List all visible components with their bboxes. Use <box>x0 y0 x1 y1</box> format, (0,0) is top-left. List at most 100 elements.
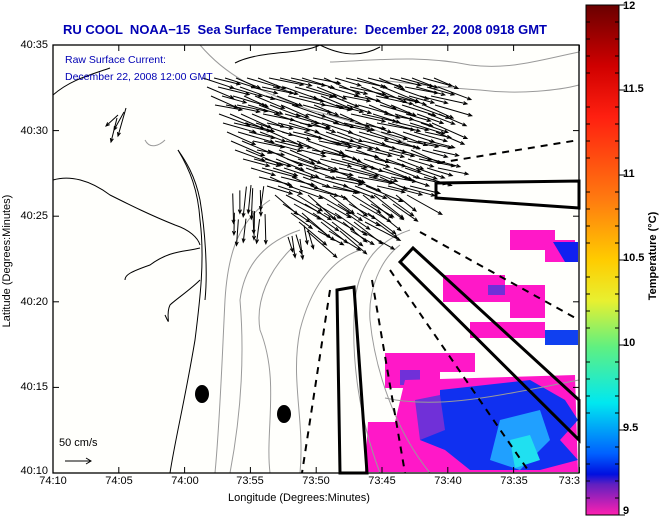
current-vector <box>395 194 417 212</box>
current-vector <box>431 122 469 140</box>
colorbar-label: Temperature (°C) <box>647 211 659 301</box>
current-vector <box>350 230 375 246</box>
scale-arrow-icon <box>65 457 92 465</box>
colorbar-tick-label: 11.5 <box>623 83 644 95</box>
current-vector <box>438 113 468 127</box>
current-vector <box>435 131 466 145</box>
current-vector <box>430 95 469 106</box>
current-vector <box>258 104 284 115</box>
chart-title: RU COOL NOAA−15 Sea Surface Temperature:… <box>63 22 547 37</box>
current-vector <box>105 114 119 127</box>
current-vector <box>213 77 242 86</box>
current-vector <box>338 86 369 95</box>
current-vector <box>306 230 338 259</box>
current-vector <box>407 158 435 168</box>
current-vector <box>401 176 431 187</box>
current-vector <box>250 167 277 177</box>
current-vector <box>250 86 279 95</box>
sst-patch <box>510 230 575 262</box>
current-vector <box>327 167 366 184</box>
current-vector <box>350 113 387 123</box>
colorbar-tick-label: 12 <box>623 0 636 12</box>
current-vector <box>258 186 265 212</box>
current-vector <box>277 185 304 195</box>
site-marker <box>195 385 209 403</box>
current-vector <box>316 86 348 100</box>
beam-dashed-line <box>419 231 580 321</box>
current-vector <box>351 140 381 151</box>
coastline-contour <box>169 149 203 474</box>
current-vector <box>246 184 252 215</box>
current-vector <box>408 95 436 104</box>
x-tick-label: 73:55 <box>236 475 264 487</box>
current-vector <box>274 140 305 149</box>
colorbar-tick-label: 10 <box>623 337 636 349</box>
current-vector <box>214 104 244 112</box>
current-vector <box>358 131 390 141</box>
current-vector <box>354 185 388 199</box>
current-vector <box>426 86 456 96</box>
current-vector <box>231 212 237 237</box>
sst-patch <box>553 242 578 262</box>
bathymetry-contour <box>296 249 361 474</box>
current-vector <box>328 230 362 251</box>
current-vector <box>434 104 473 117</box>
current-vector <box>330 158 368 169</box>
current-vector <box>356 77 388 89</box>
bathymetry-contour <box>229 229 301 474</box>
current-vector <box>312 212 340 232</box>
colorbar-tick-label: 10.5 <box>623 252 645 264</box>
current-vector <box>242 158 271 168</box>
coastline-contour <box>177 149 207 301</box>
current-vector <box>395 140 422 150</box>
current-vector <box>263 214 268 246</box>
current-vector <box>335 104 365 114</box>
bathymetry-contour <box>369 244 431 474</box>
current-vector <box>381 203 405 221</box>
current-vector <box>419 95 449 105</box>
current-vector <box>276 95 304 107</box>
current-vector <box>310 122 337 133</box>
bathymetry-contour <box>258 249 291 474</box>
x-tick-label: 74:05 <box>105 475 133 487</box>
annotation-line2: December 22, 2008 12:00 GMT <box>65 71 213 83</box>
x-tick-label: 73:35 <box>500 475 528 487</box>
current-vector <box>363 158 391 168</box>
current-vector <box>279 77 313 87</box>
current-vector <box>331 221 364 247</box>
current-vector <box>234 219 239 247</box>
current-vector <box>257 77 287 90</box>
current-vector <box>249 188 254 221</box>
sst-patch <box>545 330 578 345</box>
current-vector <box>226 131 257 145</box>
current-vector <box>225 104 261 114</box>
current-vector <box>243 95 270 108</box>
bathymetry-contour <box>144 139 166 147</box>
current-vector <box>343 122 376 132</box>
current-vector <box>416 113 445 125</box>
current-vector <box>272 86 299 96</box>
current-vector <box>375 95 415 106</box>
current-vector <box>415 167 446 179</box>
y-tick-label: 40:20 <box>20 296 48 308</box>
current-vector <box>336 131 364 143</box>
current-vector <box>298 221 328 246</box>
y-tick-label: 40:25 <box>20 210 48 222</box>
beam-dashed-line <box>437 139 580 164</box>
sst-patch <box>510 435 540 468</box>
colorbar-tick-label: 11 <box>623 168 635 180</box>
coastline-contour <box>52 177 201 246</box>
sst-patch <box>415 395 445 440</box>
current-vector <box>377 149 406 158</box>
current-vector <box>432 149 460 157</box>
current-vector <box>340 140 374 151</box>
current-vector <box>280 104 310 118</box>
beam-dashed-line <box>371 279 406 474</box>
current-vector <box>329 140 363 150</box>
current-vector <box>258 190 263 217</box>
current-vector <box>290 212 314 230</box>
current-vector <box>304 203 333 221</box>
current-vector <box>387 122 422 133</box>
x-tick-label: 74:00 <box>171 475 199 487</box>
current-vector <box>428 140 456 149</box>
